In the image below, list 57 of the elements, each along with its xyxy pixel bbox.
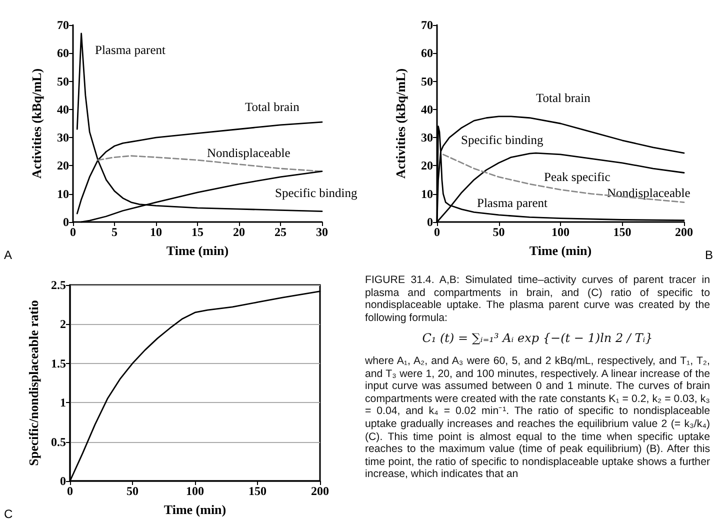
x-tick-label: 25: [274, 225, 286, 239]
y-tick-label: 60: [421, 46, 433, 60]
y-tick-label: 2: [60, 317, 66, 332]
y-tick-label: 30: [57, 130, 69, 145]
annotation: Total brain: [245, 100, 300, 114]
y-tick-label: 0: [63, 215, 69, 229]
y-tick-label: 10: [57, 186, 69, 201]
x-tick-label: 100: [186, 484, 204, 498]
x-tick-label: 10: [150, 225, 162, 239]
x-tick-label: 30: [316, 225, 328, 239]
x-axis-title: Time (min): [529, 243, 592, 258]
y-tick-label: 70: [421, 18, 433, 32]
y-tick-label: 40: [57, 102, 69, 116]
y-tick-label: 30: [421, 130, 433, 145]
annotation: Specific binding: [461, 133, 544, 147]
x-tick-label: 50: [126, 484, 138, 498]
x-tick-label: 15: [192, 225, 204, 239]
x-tick-label: 5: [112, 225, 118, 239]
y-tick-label: 1: [60, 396, 66, 410]
x-tick-label: 50: [492, 225, 505, 239]
y-tick-label: 0: [60, 474, 66, 488]
x-tick-label: 150: [613, 225, 632, 239]
y-tick-label: 60: [57, 46, 69, 60]
text: C: [4, 507, 13, 521]
annotation: Nondisplaceable: [607, 186, 691, 200]
text: A: [4, 248, 12, 262]
y-tick-label: 20: [57, 158, 69, 173]
y-tick-label: 0: [427, 215, 433, 229]
y-tick-label: 70: [57, 18, 69, 32]
y-tick-label: 40: [421, 102, 433, 116]
y-tick-label: 50: [421, 74, 433, 88]
text: C₁ (t) = ∑ᵢ₌₁³ Aᵢ exp {−(t − 1)ln 2 / Tᵢ}: [421, 331, 654, 346]
y-tick-label: 2.5: [51, 278, 66, 292]
annotation: Specific binding: [275, 186, 358, 200]
annotation: Total brain: [536, 91, 592, 105]
y-axis-title: Activities (kBq/mL): [29, 68, 44, 179]
text: B: [705, 248, 714, 262]
y-axis-title: Specific/nondisplaceable ratio: [26, 300, 41, 466]
y-tick-label: 0.5: [51, 434, 66, 449]
y-tick-label: 20: [421, 158, 433, 173]
y-tick-label: 10: [421, 186, 433, 201]
annotation: Peak specific: [544, 170, 611, 184]
y-tick-label: 50: [57, 74, 69, 88]
x-tick-label: 100: [552, 225, 570, 239]
annotation: Nondisplaceable: [207, 146, 291, 160]
x-axis-title: Time (min): [164, 502, 226, 517]
x-tick-label: 200: [311, 484, 329, 498]
y-tick-label: 1.5: [51, 356, 66, 370]
y-axis-title: Activities (kBq/mL): [393, 68, 408, 179]
x-tick-label: 150: [248, 484, 266, 498]
x-tick-label: 20: [233, 225, 245, 239]
x-axis-title: Time (min): [166, 243, 229, 258]
text: where A₁, A₂, and A₃ were 60, 5, and 2 kBq/mL, respectively, and T₁, T₂, and T₃ were 1, 20, and 100 minutes, respectively. A linear increase of the input curve was assumed between 0 and 1 minute. The curves of brain compartments were created with the rate constants K₁ = 0.2, k₂ = 0.03, k₃ = 0.04, and k₄ = 0.02 min⁻¹. The ratio of specific to nondisplaceable uptake gradually increases and reaches the equilibrium value 2 (= k₃/k₄) (C). This time point is almost equal to the time when specific uptake reaches to the maximum value (time of peak equilibrium) (B). After this time point, the ratio of specific to nondisplaceable uptake shows a further increase, which indicates that an: [365, 354, 710, 480]
annotation: Plasma parent: [477, 196, 548, 210]
caption: FIGURE 31.4. A,B: Simulated time–activity curves of parent tracer in plasma and compartments in brain, and (C) ratio of specific to nondisplaceable uptake. The plasma parent curve was created by the following formula:: [365, 274, 710, 324]
x-tick-label: 200: [675, 225, 693, 239]
annotation: Plasma parent: [95, 43, 166, 57]
